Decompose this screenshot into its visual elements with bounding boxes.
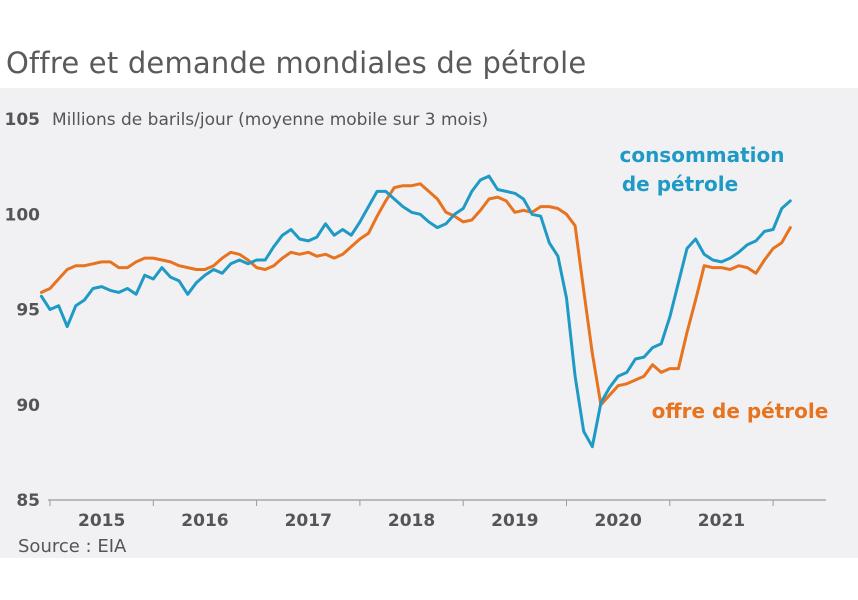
x-tick-label: 2019 <box>491 511 538 531</box>
y-tick-label: 100 <box>5 205 41 225</box>
y-tick-label: 105 <box>5 110 41 130</box>
y-tick-label: 95 <box>16 301 40 321</box>
line-chart: 2015 2016 2017 2018 2019 2020 2021 85 90 95 100 105… <box>5 110 829 531</box>
x-tick-label: 2017 <box>285 511 332 531</box>
y-tick-label: 85 <box>16 491 40 511</box>
y-tick-label: 90 <box>16 396 40 416</box>
x-tick-label: 2018 <box>388 511 435 531</box>
page-title: Offre et demande mondiales de pétrole <box>6 46 587 80</box>
supply-series-line <box>39 182 792 407</box>
consumption-series-label-line2: de pétrole <box>622 172 738 196</box>
x-tick-label: 2020 <box>594 511 641 531</box>
x-tick-label: 2016 <box>181 511 228 531</box>
supply-series-label: offre de pétrole <box>652 399 829 423</box>
chart-panel: 2015 2016 2017 2018 2019 2020 2021 85 90 95 100 105… <box>0 88 858 558</box>
source-note: Source : EIA <box>18 536 127 557</box>
consumption-series-label: consommation <box>619 143 784 167</box>
x-tick-label: 2015 <box>78 511 125 531</box>
x-tick-label: 2021 <box>698 511 745 531</box>
y-axis-label: Millions de barils/jour (moyenne mobile … <box>52 110 488 130</box>
consumption-series-line <box>39 174 792 449</box>
